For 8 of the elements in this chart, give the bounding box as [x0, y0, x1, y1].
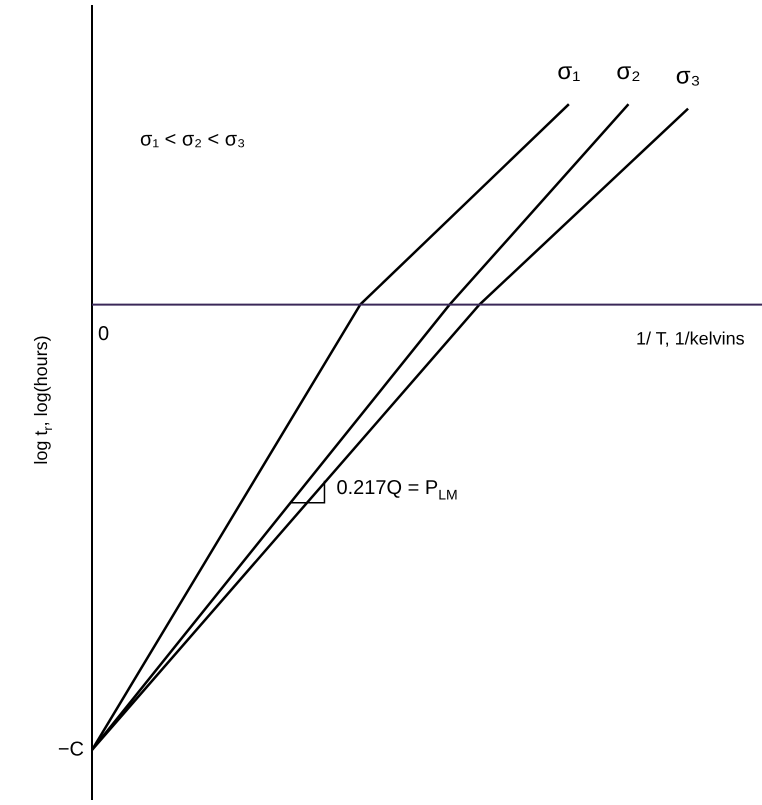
annotation: σ₁ < σ₂ < σ₃ [140, 128, 246, 151]
annotation: 1/ T, 1/kelvins [636, 328, 745, 349]
text: log tr, log(hours) [30, 335, 55, 465]
annotation: −C [58, 738, 84, 760]
annotation: 0 [98, 323, 110, 346]
series-label: σ₂ [616, 58, 641, 85]
series-label: σ₁ [557, 58, 580, 85]
series-label: σ₃ [676, 62, 700, 90]
